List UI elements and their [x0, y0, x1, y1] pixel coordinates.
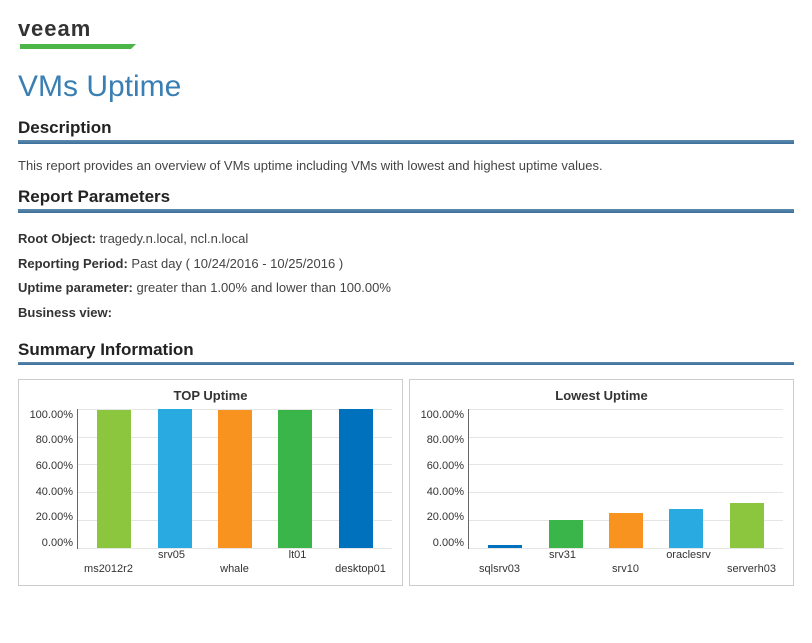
- section-rule: [18, 362, 794, 365]
- xaxis-label: srv10: [612, 563, 639, 575]
- svg-text:eeam: eeam: [31, 16, 91, 41]
- xaxis-label: sqlsrv03: [479, 563, 520, 575]
- xaxis-label: serverh03: [727, 563, 776, 575]
- chart-bar: [730, 503, 764, 547]
- section-rule: [18, 209, 794, 213]
- xaxis-label: srv05: [158, 549, 185, 561]
- chart-yaxis: 100.00% 80.00% 60.00% 40.00% 20.00% 0.00%: [25, 409, 77, 549]
- yaxis-tick: 20.00%: [418, 511, 464, 523]
- chart-bar: [218, 410, 252, 548]
- business-view-label: Business view:: [18, 305, 112, 320]
- yaxis-tick: 80.00%: [418, 434, 464, 446]
- reporting-period-label: Reporting Period:: [18, 256, 128, 271]
- yaxis-tick: 0.00%: [418, 537, 464, 549]
- chart-xaxis: sqlsrv03 srv31 srv10 oraclesrv serverh03: [468, 549, 783, 585]
- page-title: VMs Uptime: [18, 70, 794, 104]
- description-heading: Description: [18, 118, 794, 138]
- xaxis-label: desktop01: [335, 563, 386, 575]
- yaxis-tick: 40.00%: [27, 486, 73, 498]
- chart-bar: [609, 513, 643, 548]
- yaxis-tick: 0.00%: [27, 537, 73, 549]
- chart-bar: [339, 409, 373, 548]
- parameters-heading: Report Parameters: [18, 187, 794, 207]
- yaxis-tick: 60.00%: [27, 460, 73, 472]
- chart-bar: [97, 410, 131, 548]
- root-object-label: Root Object:: [18, 231, 96, 246]
- xaxis-label: lt01: [289, 549, 307, 561]
- chart-top-uptime: TOP Uptime 100.00% 80.00% 60.00% 40.00% 20.0…: [18, 379, 403, 586]
- section-rule: [18, 140, 794, 144]
- description-text: This report provides an overview of VMs …: [18, 158, 794, 173]
- chart-yaxis: 100.00% 80.00% 60.00% 40.00% 20.00% 0.00%: [416, 409, 468, 549]
- chart-bar: [669, 509, 703, 548]
- chart-bar: [488, 545, 522, 548]
- yaxis-tick: 80.00%: [27, 434, 73, 446]
- xaxis-label: whale: [220, 563, 249, 575]
- yaxis-tick: 20.00%: [27, 511, 73, 523]
- svg-text:v: v: [18, 16, 31, 41]
- chart-xaxis: ms2012r2 srv05 whale lt01 desktop01: [77, 549, 392, 585]
- summary-heading: Summary Information: [18, 340, 794, 360]
- yaxis-tick: 60.00%: [418, 460, 464, 472]
- reporting-period-value: Past day ( 10/24/2016 - 10/25/2016 ): [131, 256, 343, 271]
- chart-bar: [278, 410, 312, 548]
- chart-lowest-uptime: Lowest Uptime 100.00% 80.00% 60.00% 40.00% 2…: [409, 379, 794, 586]
- chart-plot-area: [468, 409, 783, 549]
- report-parameters: Root Object: tragedy.n.local, ncl.n.loca…: [18, 227, 794, 326]
- chart-plot-area: [77, 409, 392, 549]
- yaxis-tick: 40.00%: [418, 486, 464, 498]
- chart-bar: [549, 520, 583, 548]
- chart-title: TOP Uptime: [25, 384, 396, 409]
- yaxis-tick: 100.00%: [27, 409, 73, 421]
- root-object-value: tragedy.n.local, ncl.n.local: [100, 231, 249, 246]
- uptime-parameter-label: Uptime parameter:: [18, 280, 133, 295]
- veeam-logo: v eeam: [18, 14, 794, 52]
- xaxis-label: ms2012r2: [84, 563, 133, 575]
- chart-bar: [158, 409, 192, 548]
- uptime-parameter-value: greater than 1.00% and lower than 100.00…: [137, 280, 391, 295]
- yaxis-tick: 100.00%: [418, 409, 464, 421]
- chart-title: Lowest Uptime: [416, 384, 787, 409]
- charts-row: TOP Uptime 100.00% 80.00% 60.00% 40.00% 20.0…: [18, 379, 794, 586]
- xaxis-label: srv31: [549, 549, 576, 561]
- xaxis-label: oraclesrv: [666, 549, 711, 561]
